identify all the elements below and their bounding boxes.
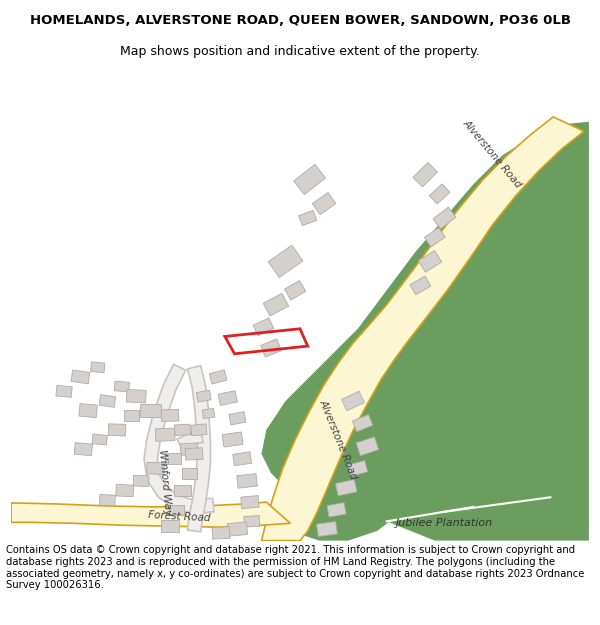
- Polygon shape: [262, 117, 584, 541]
- Polygon shape: [185, 448, 203, 460]
- Text: Alverstone Road: Alverstone Road: [461, 118, 524, 189]
- Polygon shape: [191, 424, 207, 436]
- Polygon shape: [268, 245, 303, 278]
- Polygon shape: [124, 410, 139, 421]
- Polygon shape: [352, 414, 373, 432]
- Polygon shape: [169, 504, 184, 515]
- Text: Alverstone Road: Alverstone Road: [318, 398, 359, 481]
- Polygon shape: [229, 412, 246, 425]
- Polygon shape: [410, 276, 431, 295]
- Polygon shape: [433, 207, 456, 229]
- Polygon shape: [140, 404, 161, 418]
- Polygon shape: [430, 184, 450, 204]
- Polygon shape: [182, 468, 197, 479]
- Polygon shape: [209, 370, 227, 384]
- Polygon shape: [293, 164, 326, 194]
- Polygon shape: [233, 452, 251, 466]
- Polygon shape: [144, 364, 214, 514]
- Polygon shape: [155, 428, 175, 441]
- Polygon shape: [127, 389, 146, 403]
- Polygon shape: [79, 404, 97, 418]
- Polygon shape: [11, 502, 290, 527]
- Polygon shape: [284, 281, 306, 300]
- Polygon shape: [91, 362, 105, 372]
- Polygon shape: [114, 381, 130, 392]
- Polygon shape: [237, 474, 257, 488]
- Polygon shape: [341, 391, 364, 411]
- Polygon shape: [281, 488, 397, 541]
- Polygon shape: [253, 318, 274, 336]
- Polygon shape: [317, 521, 337, 537]
- Polygon shape: [146, 462, 164, 474]
- Text: HOMELANDS, ALVERSTONE ROAD, QUEEN BOWER, SANDOWN, PO36 0LB: HOMELANDS, ALVERSTONE ROAD, QUEEN BOWER,…: [29, 14, 571, 27]
- Polygon shape: [74, 442, 92, 456]
- Polygon shape: [180, 443, 198, 456]
- Polygon shape: [92, 434, 107, 445]
- Polygon shape: [222, 432, 243, 447]
- Polygon shape: [116, 484, 134, 497]
- Polygon shape: [133, 476, 149, 486]
- Polygon shape: [202, 408, 215, 419]
- Polygon shape: [244, 516, 260, 527]
- Polygon shape: [175, 424, 190, 436]
- Polygon shape: [177, 431, 203, 449]
- Polygon shape: [313, 192, 336, 214]
- Polygon shape: [108, 424, 126, 436]
- Polygon shape: [335, 479, 357, 496]
- Polygon shape: [424, 228, 445, 247]
- Polygon shape: [212, 527, 230, 539]
- Polygon shape: [56, 386, 72, 398]
- Polygon shape: [356, 437, 379, 456]
- Polygon shape: [299, 211, 317, 226]
- Polygon shape: [418, 251, 442, 272]
- Polygon shape: [100, 494, 115, 506]
- Text: Jubilee Plantation: Jubilee Plantation: [396, 518, 493, 528]
- Polygon shape: [165, 454, 181, 464]
- Polygon shape: [161, 409, 179, 421]
- Polygon shape: [174, 485, 191, 496]
- Polygon shape: [71, 370, 90, 384]
- Polygon shape: [263, 293, 289, 316]
- Polygon shape: [187, 366, 211, 532]
- Polygon shape: [413, 162, 437, 187]
- Polygon shape: [348, 461, 368, 476]
- Text: Forest Road: Forest Road: [148, 510, 211, 523]
- Polygon shape: [99, 394, 116, 408]
- Polygon shape: [196, 390, 211, 402]
- Polygon shape: [327, 503, 346, 517]
- Polygon shape: [218, 391, 238, 406]
- Text: Contains OS data © Crown copyright and database right 2021. This information is : Contains OS data © Crown copyright and d…: [6, 545, 584, 590]
- Polygon shape: [262, 122, 589, 541]
- Polygon shape: [227, 522, 248, 536]
- Polygon shape: [241, 496, 259, 509]
- Polygon shape: [261, 339, 281, 357]
- Text: Winford Way: Winford Way: [157, 449, 173, 516]
- Text: Map shows position and indicative extent of the property.: Map shows position and indicative extent…: [120, 46, 480, 58]
- Polygon shape: [161, 521, 179, 532]
